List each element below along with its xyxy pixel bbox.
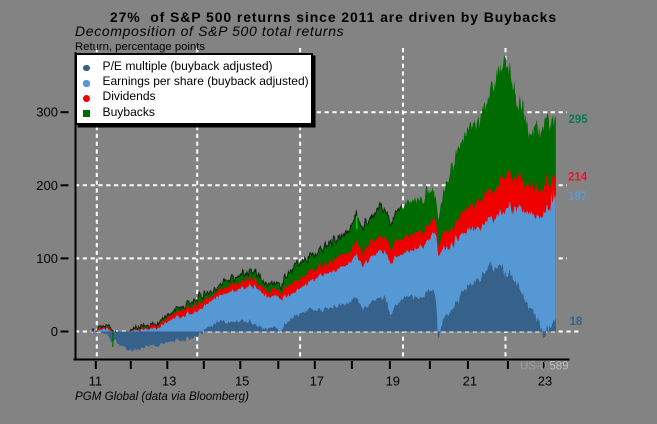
svg-text:21: 21	[463, 374, 477, 389]
svg-text:US-0.589: US-0.589	[520, 361, 569, 373]
svg-text:17: 17	[310, 374, 324, 389]
svg-text:295: 295	[569, 114, 589, 126]
svg-text:100: 100	[36, 251, 58, 266]
svg-text:300: 300	[36, 105, 58, 120]
svg-text:13: 13	[162, 374, 176, 389]
svg-text:19: 19	[386, 374, 400, 389]
svg-text:187: 187	[568, 191, 587, 203]
svg-text:15: 15	[235, 374, 249, 389]
svg-text:0: 0	[51, 324, 58, 339]
svg-text:214: 214	[568, 171, 588, 183]
svg-text:200: 200	[36, 178, 58, 193]
svg-text:18: 18	[570, 316, 583, 328]
svg-text:11: 11	[89, 374, 103, 389]
svg-text:23: 23	[538, 374, 552, 389]
